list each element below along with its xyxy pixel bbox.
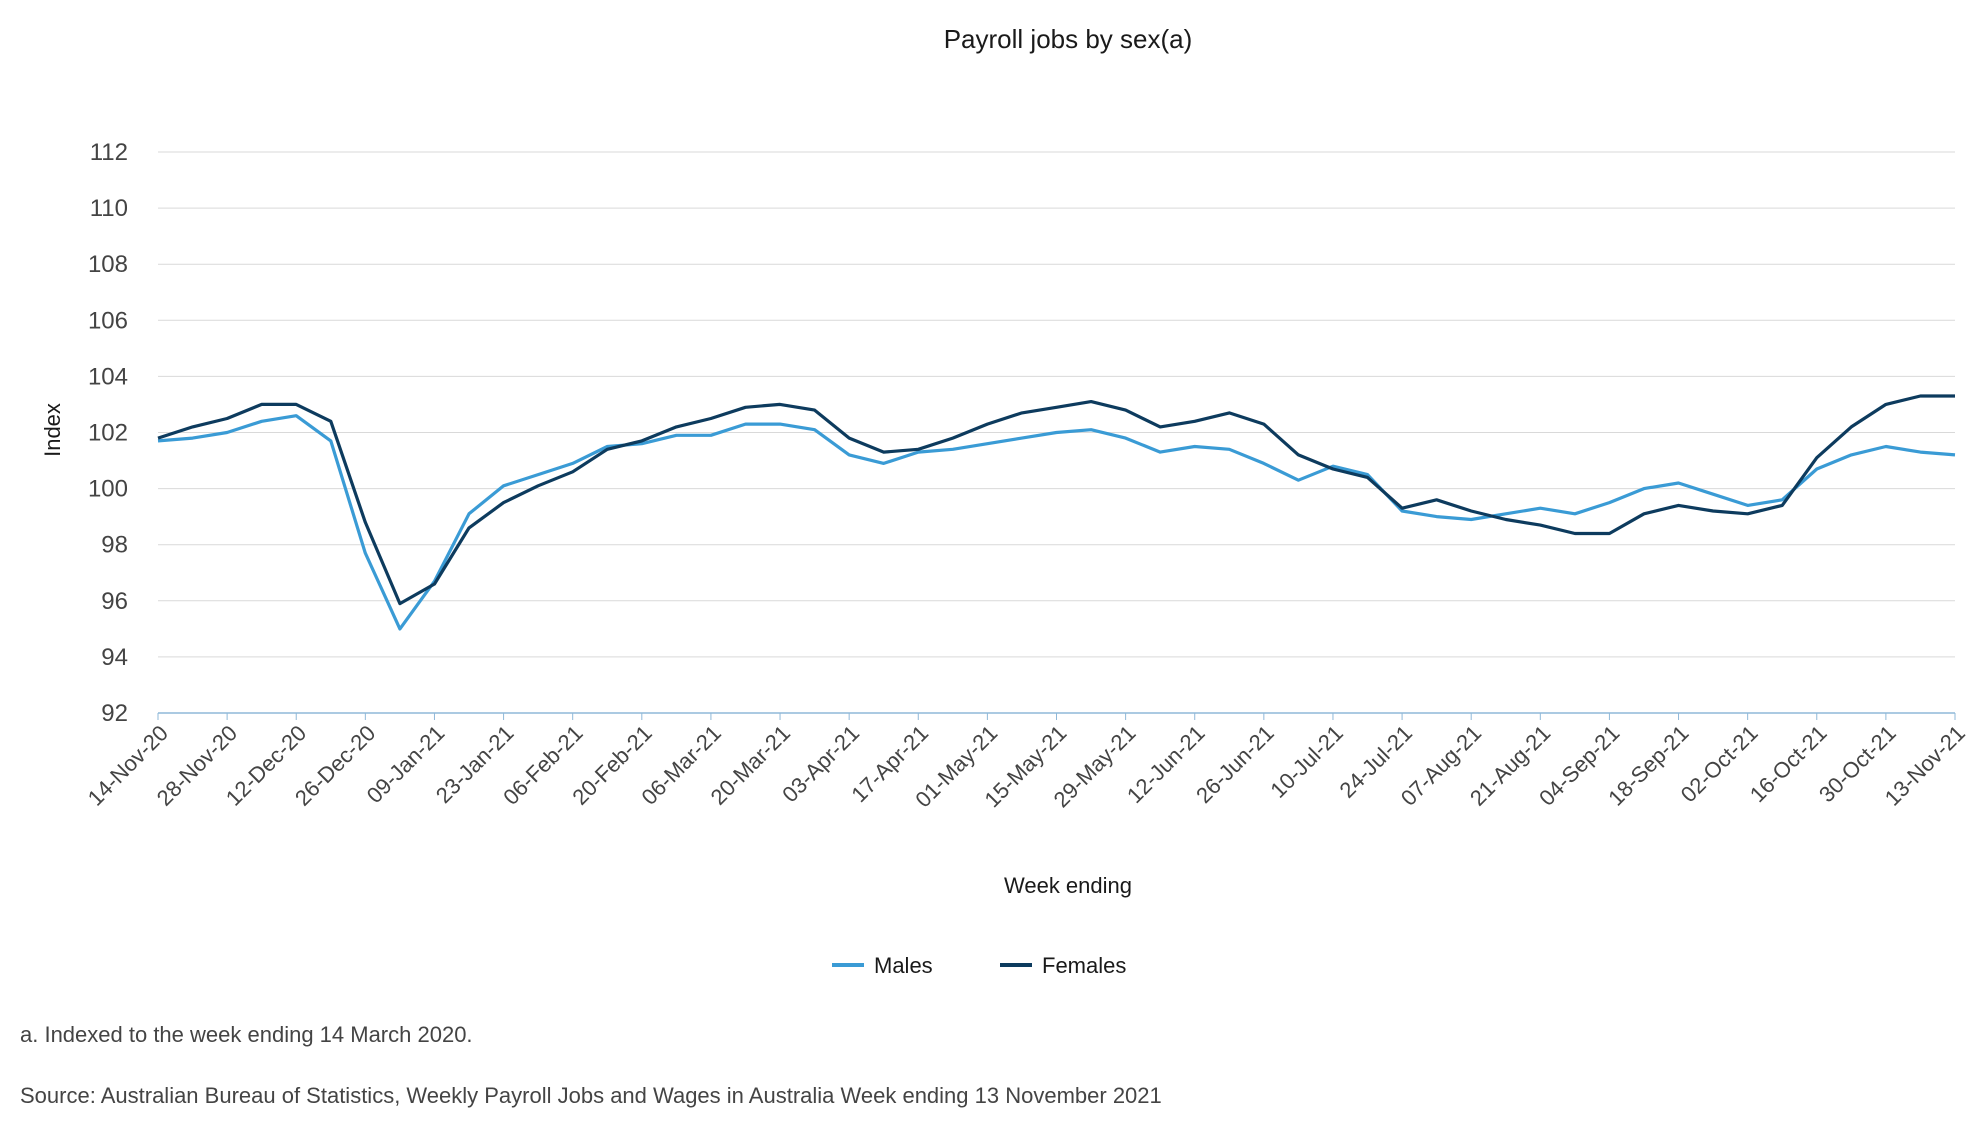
x-axis-ticks: 14-Nov-2028-Nov-2012-Dec-2026-Dec-2009-J… [83,713,1970,812]
y-tick-label: 106 [88,307,128,334]
chart-title: Payroll jobs by sex(a) [944,24,1193,54]
series-lines [157,394,1956,631]
y-axis-ticks: 92 94 96 98 100 102 104 106 108 110 112 [88,139,128,727]
y-tick-label: 102 [88,420,128,447]
source-note: Source: Australian Bureau of Statistics,… [20,1083,1162,1108]
footnote: a. Indexed to the week ending 14 March 2… [20,1022,473,1047]
y-tick-label: 112 [90,139,128,166]
x-axis-title: Week ending [1004,873,1132,898]
y-tick-label: 110 [90,195,128,222]
y-tick-label: 96 [101,588,128,615]
x-tick-label: 10-Jul-21 [1265,720,1348,803]
y-tick-label: 100 [88,476,128,503]
series-line-females [157,394,1955,606]
y-tick-label: 94 [101,644,128,671]
y-tick-label: 92 [101,700,128,727]
y-tick-label: 98 [101,532,128,559]
series-line-males [157,414,1956,631]
y-axis-title: Index [40,403,65,457]
legend-label-males: Males [874,953,933,978]
y-tick-label: 104 [88,363,128,390]
y-tick-label: 108 [88,251,128,278]
legend-label-females: Females [1042,953,1126,978]
legend: Males Females [832,953,1126,978]
